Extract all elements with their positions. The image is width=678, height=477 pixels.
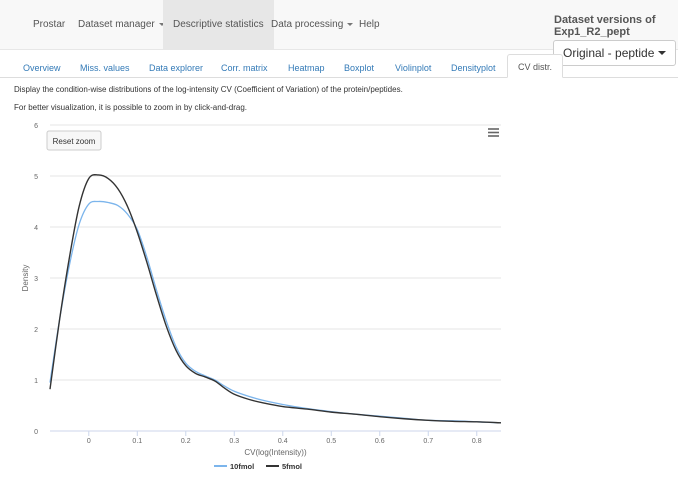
chevron-down-icon (158, 22, 165, 26)
nav-item-label: Descriptive statistics (173, 19, 264, 30)
x-tick-label: 0 (87, 438, 91, 445)
reset-zoom-button[interactable]: Reset zoom (46, 130, 102, 151)
x-tick-label: 0.7 (423, 438, 433, 445)
nav-item-label: Data processing (271, 19, 344, 30)
tabs-divider (0, 77, 678, 78)
selected-version-label: Original - peptide (563, 46, 655, 60)
x-tick-label: 0.3 (229, 438, 239, 445)
legend-label: 10fmol (230, 462, 254, 471)
y-tick-label: 6 (34, 123, 38, 130)
x-axis-label: CV(log(Intensity)) (244, 448, 307, 457)
x-tick-label: 0.8 (472, 438, 482, 445)
description-text: Display the condition-wise distributions… (14, 85, 403, 94)
hamburger-menu-icon[interactable] (485, 126, 501, 140)
reset-zoom-label: Reset zoom (53, 137, 96, 146)
tab-heatmap[interactable]: Heatmap (288, 63, 325, 73)
x-tick-label: 0.1 (132, 438, 142, 445)
legend-label: 5fmol (282, 462, 302, 471)
tab-miss-values[interactable]: Miss. values (80, 63, 130, 73)
nav-item-label: Dataset manager (78, 19, 155, 30)
x-tick-label: 0.2 (181, 438, 191, 445)
series-line-5fmol[interactable] (49, 174, 502, 424)
chevron-down-icon (658, 51, 666, 55)
y-tick-label: 5 (34, 174, 38, 181)
series-line-10fmol[interactable] (49, 200, 502, 424)
tab-boxplot[interactable]: Boxplot (344, 63, 375, 73)
series-lines (49, 174, 502, 424)
tab-data-explorer[interactable]: Data explorer (149, 63, 204, 73)
top-navbar: Prostar Dataset manager Descriptive stat… (0, 0, 678, 50)
nav-item-data-processing[interactable]: Data processing (263, 0, 361, 49)
chevron-down-icon (347, 22, 354, 26)
tab-overview[interactable]: Overview (23, 63, 61, 73)
chart-legend: 10fmol 5fmol (214, 462, 302, 471)
nav-item-label: Prostar (33, 19, 66, 30)
x-tick-label: 0.4 (278, 438, 288, 445)
tab-violinplot[interactable]: Violinplot (395, 63, 432, 73)
legend-item-10fmol[interactable]: 10fmol (214, 462, 254, 471)
y-tick-label: 0 (34, 429, 38, 436)
x-tick-label: 0.6 (375, 438, 385, 445)
nav-item-help[interactable]: Help (351, 0, 388, 49)
tab-cv-distr[interactable]: CV distr. (507, 54, 564, 78)
zoom-hint-text: For better visualization, it is possible… (14, 103, 247, 112)
y-tick-label: 2 (34, 327, 38, 334)
nav-item-dataset-manager[interactable]: Dataset manager (70, 0, 173, 49)
y-tick-labels: 0 1 2 3 4 5 6 (34, 123, 38, 436)
grid-lines (50, 124, 501, 381)
dataset-versions-title: Dataset versions of Exp1_R2_pept (554, 14, 656, 38)
y-axis-label: Density (21, 265, 30, 292)
tab-densityplot[interactable]: Densityplot (451, 63, 496, 73)
cv-distribution-chart[interactable]: 0 1 2 3 4 5 6 0 0.1 0.2 0.3 0.4 0.5 0.6 0.7 0.8 Densit… (0, 110, 678, 477)
dataset-version-select[interactable]: Original - peptide (553, 40, 676, 66)
nav-item-prostar[interactable]: Prostar (25, 0, 73, 49)
nav-item-descriptive-statistics[interactable]: Descriptive statistics (163, 0, 274, 49)
x-tick-label: 0.5 (326, 438, 336, 445)
nav-item-label: Help (359, 19, 380, 30)
x-tick-labels: 0 0.1 0.2 0.3 0.4 0.5 0.6 0.7 0.8 (87, 431, 482, 445)
y-tick-label: 3 (34, 276, 38, 283)
tab-corr-matrix[interactable]: Corr. matrix (221, 63, 268, 73)
y-tick-label: 4 (34, 225, 38, 232)
y-tick-label: 1 (34, 378, 38, 385)
legend-item-5fmol[interactable]: 5fmol (266, 462, 302, 471)
